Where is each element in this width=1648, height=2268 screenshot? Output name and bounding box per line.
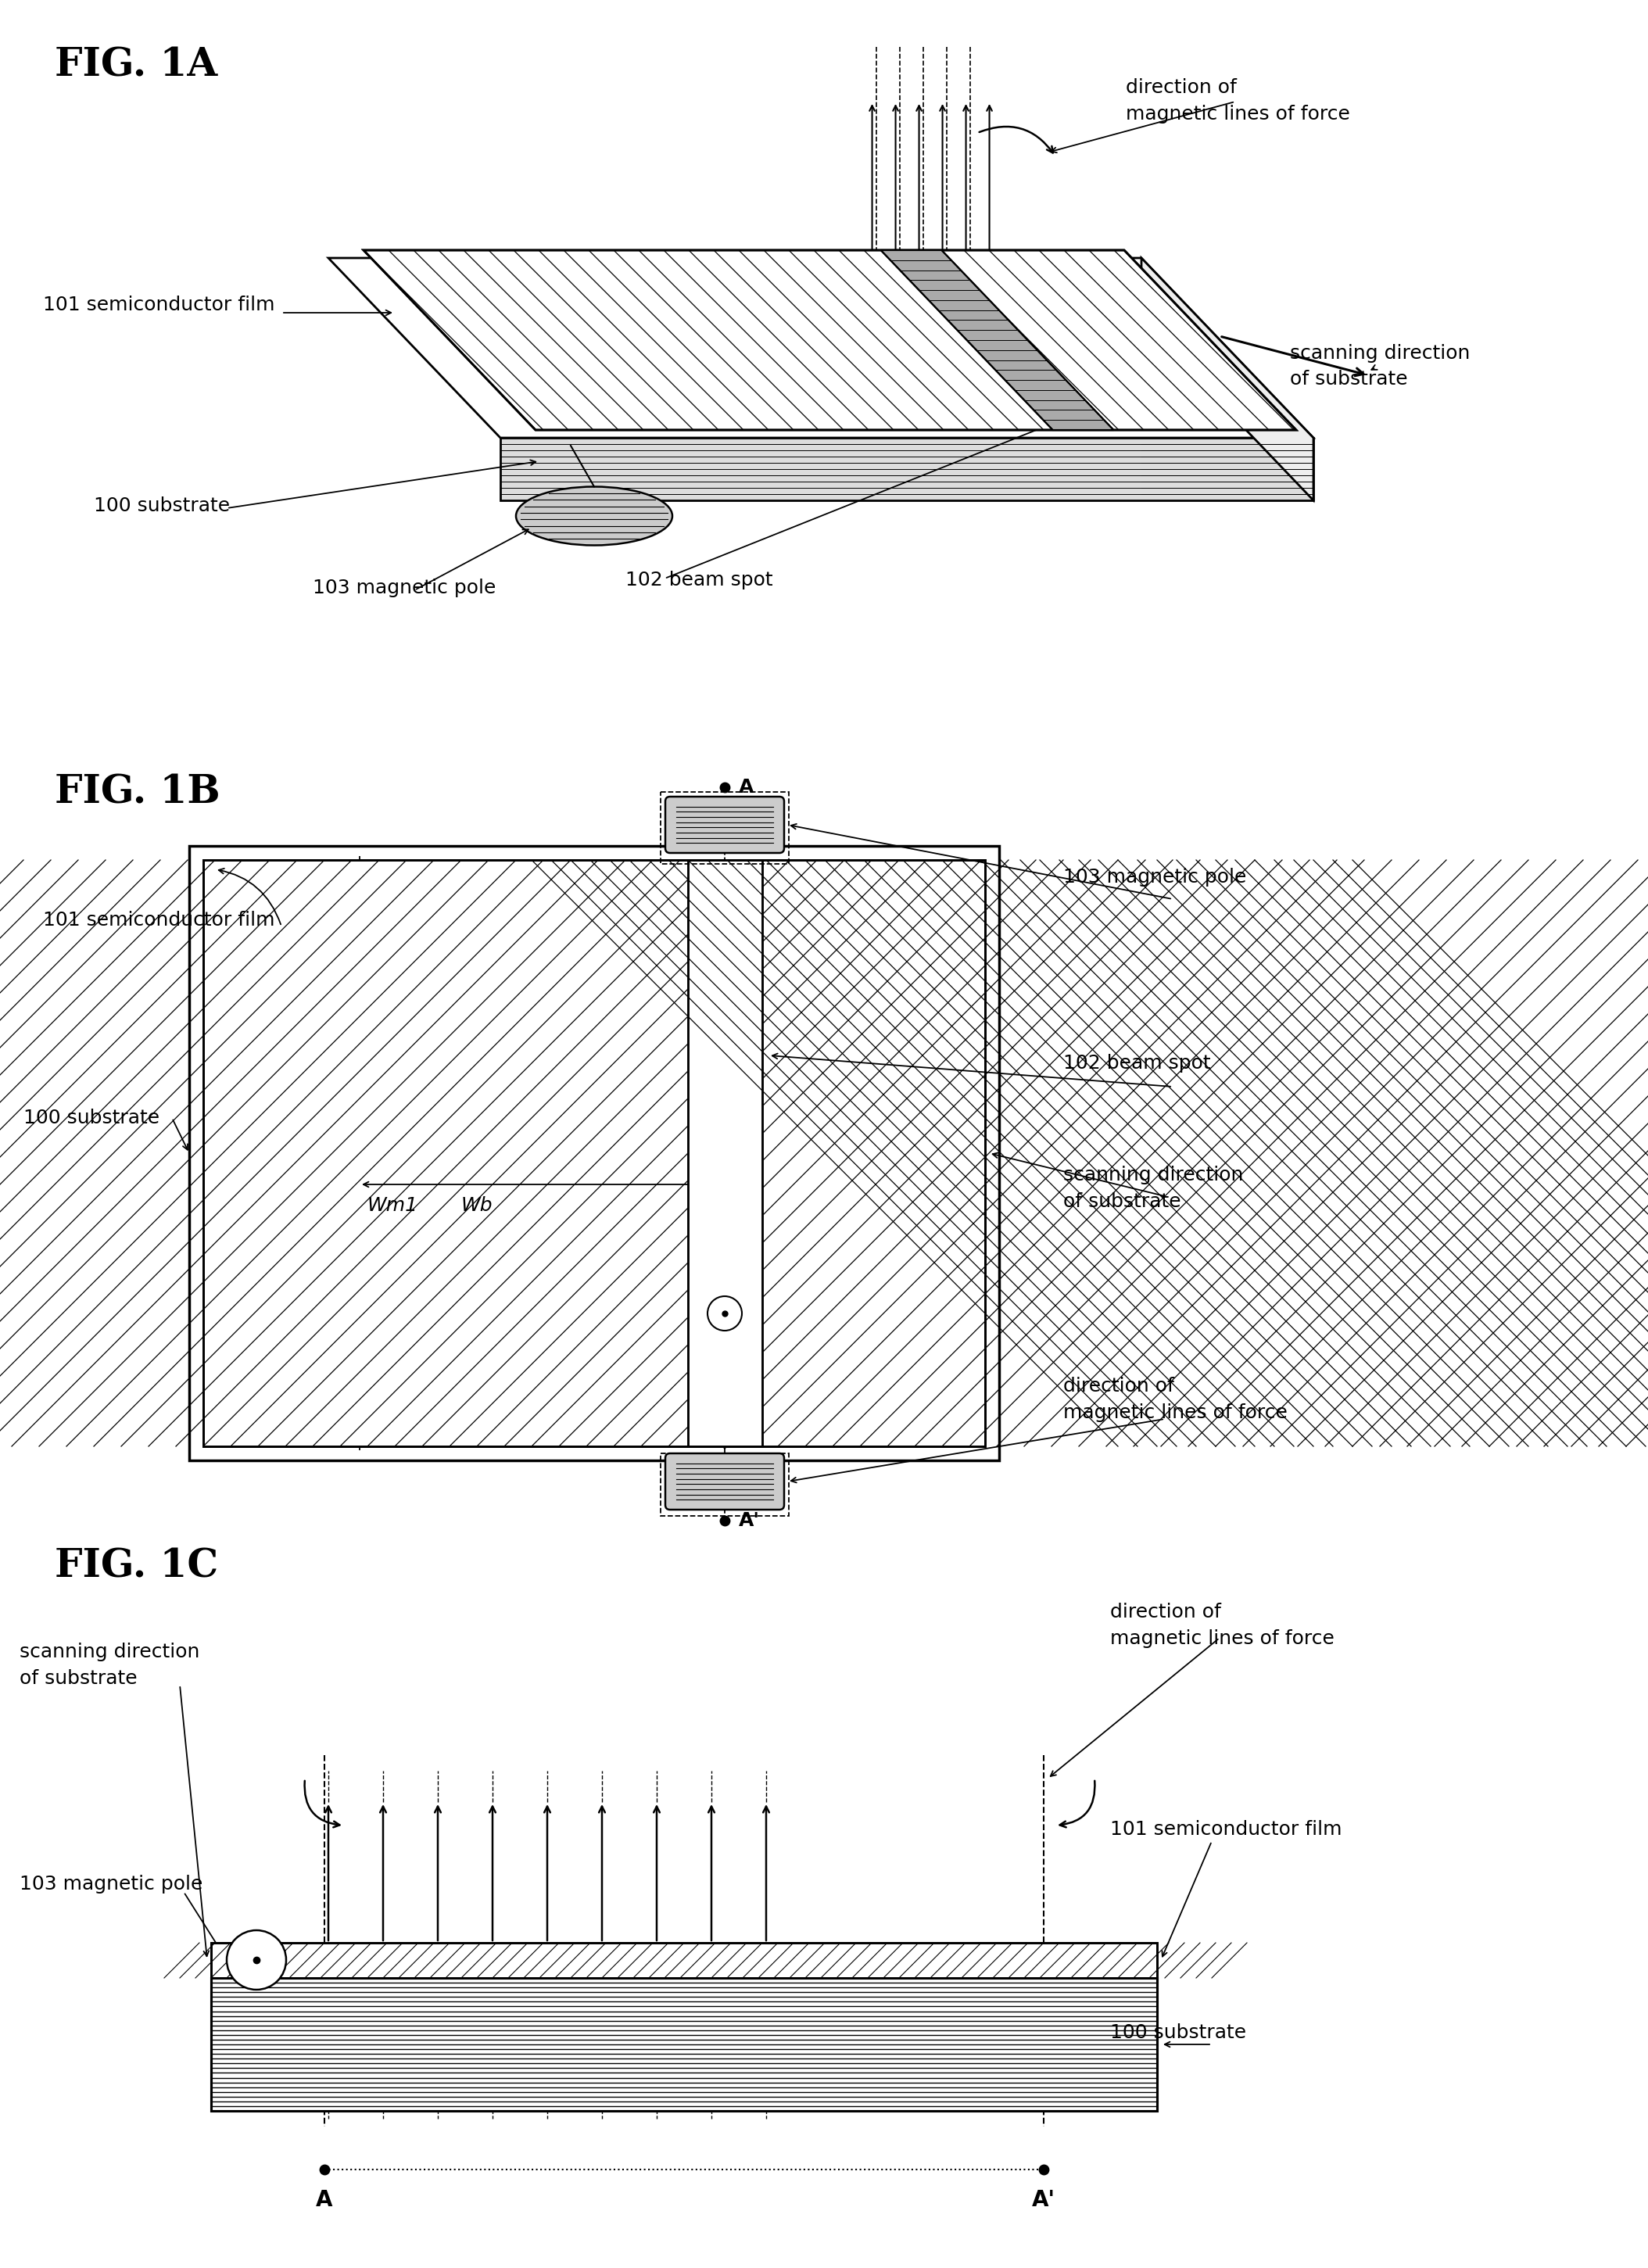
- Text: A': A': [1032, 2189, 1055, 2211]
- Text: 103 magnetic pole: 103 magnetic pole: [20, 1876, 203, 1894]
- Text: direction of
magnetic lines of force: direction of magnetic lines of force: [1063, 1377, 1287, 1422]
- Bar: [661, 792, 789, 864]
- Circle shape: [227, 1930, 287, 1989]
- Text: 101 semiconductor film: 101 semiconductor film: [43, 295, 275, 315]
- Text: 102 beam spot: 102 beam spot: [626, 572, 773, 590]
- Ellipse shape: [516, 488, 672, 544]
- Polygon shape: [328, 259, 1313, 438]
- Text: FIG. 1A: FIG. 1A: [54, 48, 218, 86]
- Text: FIG. 1C: FIG. 1C: [54, 1549, 218, 1585]
- Text: 100 substrate: 100 substrate: [1111, 2023, 1246, 2041]
- Polygon shape: [364, 249, 1297, 431]
- Text: scanning direction
of substrate: scanning direction of substrate: [20, 1642, 199, 1687]
- Circle shape: [707, 1297, 742, 1331]
- Bar: [661, 1454, 789, 1515]
- Bar: [203, 860, 986, 1447]
- Bar: [687, 860, 763, 1447]
- Text: 103 magnetic pole: 103 magnetic pole: [313, 578, 496, 596]
- Text: scanning direction
of substrate: scanning direction of substrate: [1063, 1166, 1243, 1211]
- Polygon shape: [880, 249, 1114, 431]
- FancyBboxPatch shape: [666, 796, 784, 853]
- Text: direction of
magnetic lines of force: direction of magnetic lines of force: [1126, 77, 1350, 122]
- Bar: [211, 1978, 1157, 2112]
- Text: A': A': [738, 1510, 760, 1531]
- Bar: [687, 860, 763, 1447]
- Bar: [211, 1978, 1157, 2112]
- Bar: [190, 846, 999, 1461]
- Text: Wb: Wb: [461, 1195, 493, 1216]
- Polygon shape: [1142, 259, 1313, 501]
- Text: 102 beam spot: 102 beam spot: [1063, 1055, 1211, 1073]
- Text: 100 substrate: 100 substrate: [23, 1109, 160, 1127]
- Text: direction of
magnetic lines of force: direction of magnetic lines of force: [1111, 1603, 1335, 1647]
- Text: A: A: [738, 778, 753, 796]
- Text: 103 magnetic pole: 103 magnetic pole: [1063, 869, 1246, 887]
- FancyBboxPatch shape: [666, 1454, 784, 1510]
- Text: Wm1: Wm1: [368, 1195, 419, 1216]
- Polygon shape: [501, 438, 1313, 501]
- Bar: [203, 860, 986, 1447]
- Text: 101 semiconductor film: 101 semiconductor film: [43, 912, 275, 930]
- Text: A: A: [316, 2189, 333, 2211]
- Bar: [211, 1944, 1157, 1978]
- Text: FIG. 1B: FIG. 1B: [54, 773, 221, 812]
- Text: 100 substrate: 100 substrate: [94, 497, 231, 515]
- Bar: [211, 1944, 1157, 1978]
- Text: 101 semiconductor film: 101 semiconductor film: [1111, 1819, 1341, 1839]
- Text: scanning direction
of substrate: scanning direction of substrate: [1290, 345, 1470, 388]
